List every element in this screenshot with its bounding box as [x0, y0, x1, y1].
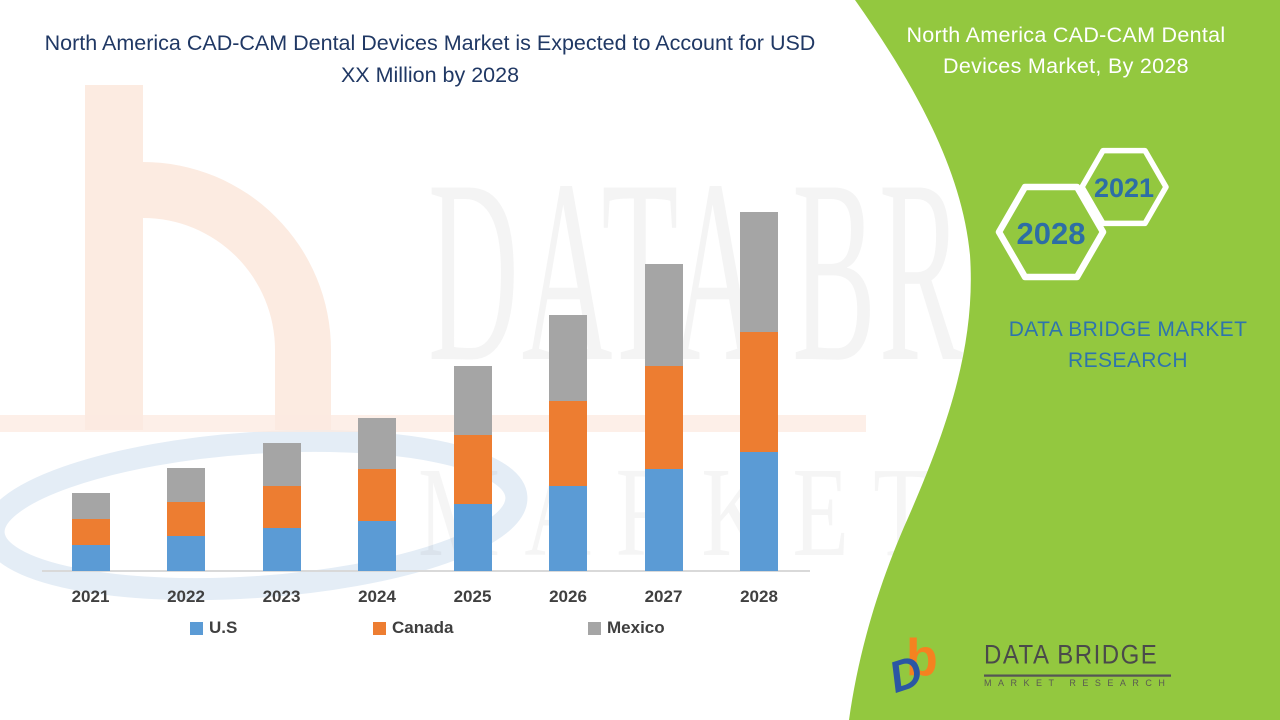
green-panel-shape — [849, 0, 1280, 720]
bar-segment-Canada — [71, 519, 110, 545]
footer-logo: b D DATA BRIDGE MARKET RESEARCH — [883, 629, 1172, 704]
hexagon-2028: 2028 — [995, 183, 1107, 281]
bar-segment-U.S — [358, 521, 396, 571]
legend-label: U.S — [209, 618, 238, 637]
bar-2023 — [262, 443, 301, 571]
logo-text-block: DATA BRIDGE MARKET RESEARCH — [984, 641, 1172, 688]
bar-segment-U.S — [644, 469, 683, 571]
bar-segment-Canada — [549, 401, 587, 486]
legend-label: Canada — [392, 618, 454, 637]
hexagon-2021: 2021 — [1079, 147, 1169, 227]
bar-2021 — [71, 493, 110, 571]
bar-segment-U.S — [549, 486, 587, 571]
legend-item-Canada: Canada — [373, 618, 453, 638]
bar-segment-Mexico — [740, 212, 778, 332]
bar-segment-Canada — [167, 502, 205, 536]
bar-segment-Mexico — [358, 418, 396, 469]
logo-b-icon: b — [906, 629, 938, 687]
bar-segment-Canada — [262, 486, 301, 528]
x-axis-label-2022: 2022 — [167, 587, 205, 606]
bar-segment-U.S — [453, 504, 492, 571]
x-axis-label-2026: 2026 — [549, 587, 587, 606]
brand-text: DATA BRIDGE MARKET RESEARCH — [1008, 318, 1248, 372]
x-axis-label-2021: 2021 — [71, 587, 110, 606]
legend-swatch — [190, 621, 203, 635]
hexagon-2021-outline — [1079, 147, 1169, 227]
chart-title: North America CAD-CAM Dental Devices Mar… — [44, 31, 816, 87]
bar-2028 — [740, 212, 778, 571]
bar-segment-Mexico — [453, 366, 492, 435]
x-axis-label-2027: 2027 — [644, 587, 683, 606]
bar-segment-Mexico — [71, 493, 110, 519]
bar-segment-Canada — [740, 332, 778, 452]
logo-subtitle: MARKET RESEARCH — [984, 678, 1172, 688]
legend-item-U.S: U.S — [190, 618, 237, 638]
bar-segment-U.S — [262, 528, 301, 571]
hexagon-2021-label: 2021 — [1094, 173, 1154, 203]
bar-2024 — [358, 418, 396, 571]
x-axis-label-2024: 2024 — [358, 587, 396, 606]
bar-segment-Mexico — [167, 468, 205, 502]
bar-segment-Mexico — [644, 264, 683, 366]
bar-segment-Mexico — [262, 443, 301, 486]
bar-segment-Canada — [453, 435, 492, 504]
hexagon-2028-outline — [995, 183, 1107, 281]
bar-2022 — [167, 468, 205, 571]
bar-segment-U.S — [167, 536, 205, 571]
logo-name: DATA BRIDGE — [984, 641, 1172, 677]
legend-swatch — [373, 621, 386, 635]
bar-segment-Canada — [358, 469, 396, 521]
bar-segment-U.S — [71, 545, 110, 571]
bar-segment-Canada — [644, 366, 683, 469]
x-axis-label-2028: 2028 — [740, 587, 778, 606]
bar-segment-Mexico — [549, 315, 587, 401]
bar-2026 — [549, 315, 587, 571]
data-bridge-logo-icon: b D — [883, 629, 976, 704]
bar-2025 — [453, 366, 492, 571]
side-panel-title: North America CAD-CAM Dental Devices Mar… — [906, 23, 1226, 78]
bar-2027 — [644, 264, 683, 571]
hexagon-2028-label: 2028 — [1017, 216, 1086, 251]
legend-label: Mexico — [607, 618, 665, 637]
x-axis-label-2025: 2025 — [453, 587, 492, 606]
x-axis-label-2023: 2023 — [262, 587, 301, 606]
x-axis-line — [42, 570, 810, 572]
legend-swatch — [588, 621, 601, 635]
legend-item-Mexico: Mexico — [588, 618, 665, 638]
bar-segment-U.S — [740, 452, 778, 571]
